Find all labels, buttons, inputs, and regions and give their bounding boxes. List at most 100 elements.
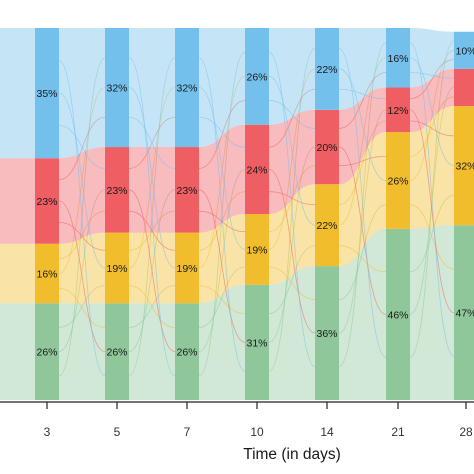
bar-segment [105,232,129,304]
flow-strand [268,146,316,343]
flow-strand [198,168,246,353]
flow-strand [338,146,387,315]
flow-strand [198,100,246,169]
flow-strand [128,285,176,328]
flow-strand [268,88,316,148]
flow-strand [338,120,387,206]
flow-strand [338,109,387,334]
bar-segment [454,31,474,69]
percent-label: 19% [106,263,127,275]
flow-strand [409,72,455,79]
bar-segment [105,303,129,400]
flow-strand [338,68,387,181]
flow-strand [268,191,316,206]
flow-strand [198,285,246,314]
x-tick-label: 28 [459,425,473,439]
bar-segment [315,109,339,185]
flow-strand [198,87,246,250]
x-tick-label: 5 [114,425,121,439]
flow-band [269,28,315,125]
bar-segment [35,28,59,159]
percent-label: 16% [387,53,408,65]
x-axis-title: Time (in days) [243,446,341,463]
bar-segment [245,284,269,400]
stacked-bars [35,28,474,400]
flow-strand [268,245,316,314]
x-axis-ticks: 3 5 7 10 14 21 28 [44,402,473,439]
bar-segment [35,303,59,400]
flow-strand [198,210,246,233]
percent-label: 10% [455,45,474,57]
bar-segment [245,124,269,214]
percent-label: 19% [246,244,267,256]
percent-label: 26% [176,347,197,359]
bar-segment [35,243,59,304]
percent-label: 31% [246,337,267,349]
flow-strand [198,75,246,269]
percent-label: 16% [36,269,57,281]
flow-strand [128,87,176,269]
bar-segment [245,28,269,125]
flow-strand [128,116,176,169]
bar-segment [105,28,129,148]
percent-label: 23% [106,185,127,197]
percent-label: 26% [106,347,127,359]
percent-labels: 26% 16% 23% 35% 26% 19% 23% 32% 26% 19% 23% 32% 31% 1… [36,45,474,358]
flow-strand [268,165,316,233]
bar-segment [315,184,339,267]
percent-label: 36% [316,328,337,340]
flow-strand [128,189,176,353]
x-tick-label: 7 [184,425,191,439]
flow-band [199,214,245,304]
flow-strand [409,57,455,167]
x-tick-label: 10 [250,425,264,439]
flow-strand [58,125,106,169]
flow-strand [128,57,176,377]
flow-strand [338,88,387,100]
flow-strand [58,285,106,328]
flow-band [129,28,175,148]
flow-band [410,106,454,229]
flow-strand [268,75,316,226]
bar-segment [454,106,474,226]
flow-strand [338,155,387,167]
flow-band [199,28,245,148]
flow-layer [0,28,455,400]
bar-segment [315,28,339,110]
flow-band [129,303,175,400]
bar-segment [105,147,129,233]
flow-band [339,228,386,400]
flow-strand [198,266,246,328]
flow-band [199,284,245,400]
percent-label: 19% [176,263,197,275]
percent-label: 26% [387,176,408,188]
percent-label: 24% [246,164,267,176]
flow-strand [338,245,387,273]
flow-band [0,28,35,159]
flow-band [339,28,386,110]
bar-segment [175,28,199,148]
flow-band [0,303,35,400]
bar-segment [315,266,339,400]
flow-strand [409,120,455,137]
flow-strand [409,96,455,157]
percent-label: 47% [455,308,474,320]
flow-strand [409,204,455,270]
flow-strand [198,57,246,372]
flow-band [59,303,105,400]
percent-label: 22% [316,220,337,232]
flow-strand [58,221,106,251]
percent-label: 32% [455,161,474,173]
percent-label: 32% [106,83,127,95]
flow-band [410,225,454,400]
flow-strand [268,51,316,367]
flow-strand [409,42,455,357]
bar-segment [175,147,199,233]
flow-band [59,147,105,244]
bar-segment [35,158,59,244]
percent-label: 20% [316,142,337,154]
flow-strand [198,189,246,343]
percent-label: 26% [36,347,57,359]
flow-strand [58,210,106,260]
